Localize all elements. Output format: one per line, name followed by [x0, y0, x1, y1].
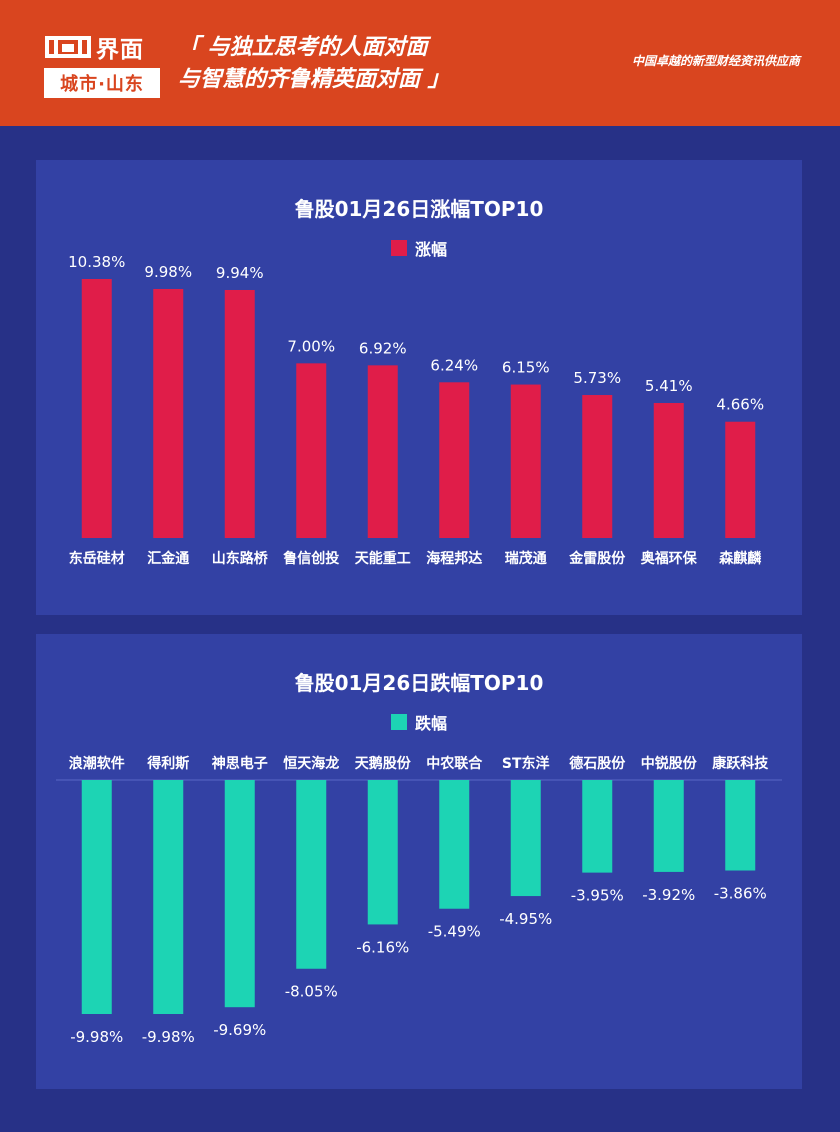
- bar: [153, 780, 184, 1014]
- losers-chart-panel: 鲁股01月26日跌幅TOP10 跌幅 -9.98% 浪潮软件 -9.98% 得利斯 -9…: [36, 634, 802, 1089]
- data-label: -3.86%: [714, 885, 767, 903]
- bar: [439, 780, 470, 909]
- losers-bar-chart: -9.98% 浪潮软件 -9.98% 得利斯 -9.69% 神思电子 -8.05% 恒天海龙 -…: [56, 755, 782, 1046]
- category-label: 康跃科技: [712, 755, 769, 772]
- chart-title: 鲁股01月26日跌幅TOP10: [294, 671, 544, 695]
- chart-legend: 涨幅: [36, 236, 802, 260]
- bar: [653, 780, 684, 872]
- data-label: 9.98%: [144, 263, 192, 281]
- data-label: 6.24%: [430, 356, 478, 374]
- data-label: 10.38%: [68, 253, 125, 271]
- gainers-chart-panel: 鲁股01月26日涨幅TOP10 涨幅 10.38% 东岳硅材 9.98% 汇金通 9.9…: [36, 160, 802, 615]
- data-label: 6.92%: [359, 339, 407, 357]
- category-label: 金雷股份: [568, 550, 626, 567]
- category-label: 天能重工: [355, 550, 411, 567]
- category-label: 中农联合: [426, 755, 483, 772]
- data-label: -5.49%: [428, 923, 481, 941]
- data-label: -8.05%: [285, 983, 338, 1001]
- data-label: 5.41%: [645, 377, 693, 395]
- category-label: 鲁信创投: [282, 550, 339, 567]
- data-label: 4.66%: [716, 396, 764, 414]
- category-label: 东岳硅材: [69, 550, 125, 567]
- category-label: ST东洋: [502, 755, 550, 772]
- logo-frame-icon: [45, 36, 91, 58]
- category-label: 奥福环保: [641, 550, 698, 567]
- bar: [367, 780, 398, 925]
- tagline: 中国卓越的新型财经资讯供应商: [631, 54, 800, 68]
- data-label: 6.15%: [502, 359, 550, 377]
- data-label: -3.92%: [642, 886, 695, 904]
- bar: [367, 365, 398, 538]
- category-label: 山东路桥: [212, 550, 269, 567]
- category-label: 中锐股份: [641, 755, 698, 772]
- bar: [81, 279, 112, 538]
- data-label: 7.00%: [287, 337, 335, 355]
- data-label: -9.69%: [213, 1021, 266, 1039]
- logo-name: 界面: [96, 37, 144, 63]
- bar: [582, 395, 613, 538]
- jiemian-logo: 界面 城市·山东: [44, 32, 160, 98]
- header-banner: 界面 城市·山东 「 与独立思考的人面对面 与智慧的齐鲁精英面对面 」 中国卓越…: [0, 0, 840, 126]
- data-label: -6.16%: [356, 938, 409, 956]
- bar: [439, 382, 470, 538]
- category-label: 海程邦达: [426, 550, 482, 567]
- category-label: 汇金通: [147, 550, 189, 567]
- bar: [725, 421, 756, 538]
- bar: [510, 384, 541, 538]
- chart-title: 鲁股01月26日涨幅TOP10: [294, 197, 544, 221]
- slogan: 「 与独立思考的人面对面 与智慧的齐鲁精英面对面 」: [178, 32, 450, 96]
- chart-legend: 跌幅: [36, 710, 802, 734]
- category-label: 森麒麟: [719, 550, 762, 567]
- data-label: -3.95%: [571, 887, 624, 905]
- legend-label: 涨幅: [414, 240, 447, 259]
- data-label: 5.73%: [573, 369, 621, 387]
- legend-label: 跌幅: [414, 714, 447, 733]
- category-label: 得利斯: [146, 755, 189, 772]
- category-label: 浪潮软件: [69, 755, 125, 772]
- slogan-line-2: 与智慧的齐鲁精英面对面 」: [178, 67, 450, 92]
- category-label: 德石股份: [569, 755, 626, 772]
- legend-swatch: [390, 714, 407, 730]
- bar: [153, 288, 184, 538]
- bar: [224, 780, 255, 1008]
- category-label: 瑞茂通: [505, 550, 547, 567]
- bar: [582, 780, 613, 873]
- bar: [510, 780, 541, 897]
- bar: [296, 780, 327, 969]
- bar: [725, 780, 756, 871]
- gainers-bar-chart: 10.38% 东岳硅材 9.98% 汇金通 9.94% 山东路桥 7.00% 鲁信创投 6.92…: [68, 253, 764, 567]
- bar: [653, 403, 684, 538]
- bar: [224, 289, 255, 538]
- legend-swatch: [390, 240, 407, 256]
- data-label: 9.94%: [216, 264, 264, 282]
- data-label: -9.98%: [70, 1028, 123, 1046]
- category-label: 恒天海龙: [283, 755, 339, 772]
- bar: [296, 363, 327, 538]
- category-label: 神思电子: [212, 755, 268, 772]
- logo-subtitle: 城市·山东: [44, 68, 160, 98]
- data-label: -9.98%: [142, 1028, 195, 1046]
- bar: [81, 780, 112, 1014]
- data-label: -4.95%: [499, 910, 552, 928]
- category-label: 天鹅股份: [355, 755, 412, 772]
- slogan-line-1: 「 与独立思考的人面对面: [178, 35, 428, 60]
